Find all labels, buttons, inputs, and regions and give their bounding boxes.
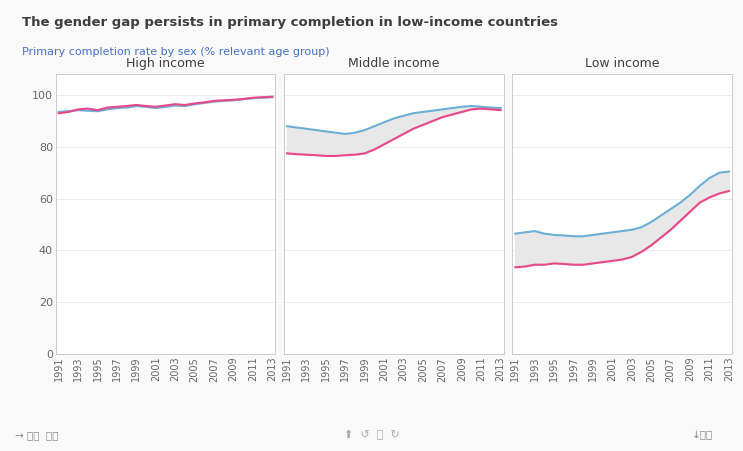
Text: Primary completion rate by sex (% relevant age group): Primary completion rate by sex (% releva… [22, 47, 330, 57]
Title: Middle income: Middle income [348, 57, 439, 70]
Text: ↓下载: ↓下载 [692, 430, 713, 440]
Title: High income: High income [126, 57, 205, 70]
Text: → 共享  编辑: → 共享 编辑 [15, 430, 59, 440]
Text: ⬆  ↺  ⏻  ↻: ⬆ ↺ ⏻ ↻ [343, 429, 400, 440]
Text: The gender gap persists in primary completion in low-income countries: The gender gap persists in primary compl… [22, 16, 558, 29]
Title: Low income: Low income [585, 57, 659, 70]
